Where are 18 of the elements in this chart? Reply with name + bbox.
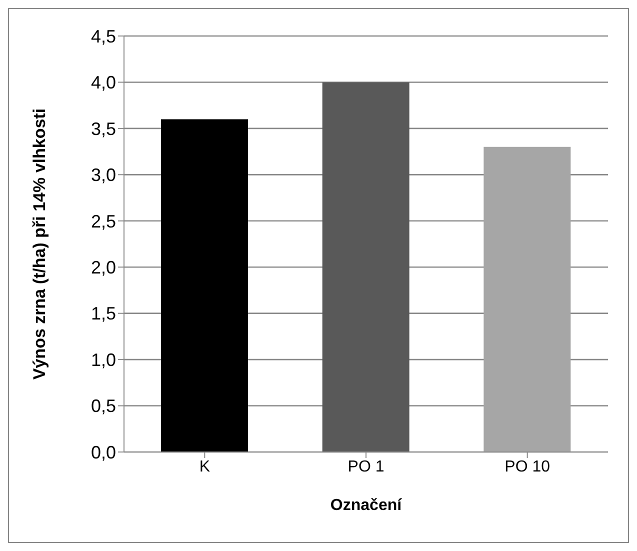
x-tick-label: K bbox=[199, 458, 210, 476]
y-tick-label: 2,5 bbox=[90, 211, 116, 232]
x-tick-label: PO 10 bbox=[504, 458, 550, 476]
x-tick-label: PO 1 bbox=[348, 458, 384, 476]
y-tick-label: 0,0 bbox=[90, 442, 116, 462]
y-tick-label: 3,0 bbox=[90, 165, 116, 186]
bar bbox=[484, 146, 571, 452]
y-tick-label: 4,0 bbox=[90, 72, 116, 93]
y-axis-title: Výnos zrna (t/ha) při 14% vlhkosti bbox=[30, 108, 50, 380]
bar bbox=[322, 82, 410, 452]
bar bbox=[161, 119, 248, 452]
y-tick-label: 3,5 bbox=[90, 118, 116, 139]
y-tick-label: 0,5 bbox=[90, 396, 116, 416]
y-tick-label: 2,0 bbox=[90, 258, 116, 278]
y-tick-label: 1,0 bbox=[90, 350, 116, 370]
x-axis-title: Označení bbox=[330, 497, 402, 514]
y-tick-label: 4,5 bbox=[90, 26, 116, 46]
y-tick-label: 1,5 bbox=[90, 304, 116, 324]
